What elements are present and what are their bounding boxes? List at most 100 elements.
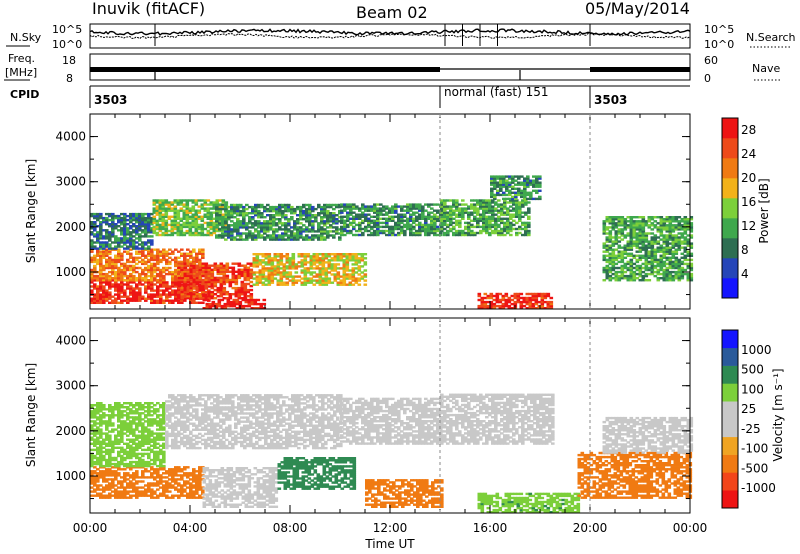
velocity-cell — [147, 488, 151, 491]
power-cell — [349, 209, 353, 212]
power-cell — [497, 203, 501, 206]
velocity-cell — [150, 484, 154, 487]
power-cell — [99, 279, 103, 282]
power-cell — [317, 238, 321, 241]
power-cell — [155, 223, 160, 227]
power-cell — [629, 260, 634, 264]
power-cell — [207, 289, 211, 292]
power-cell — [162, 270, 166, 274]
power-cell — [171, 301, 175, 304]
power-cell — [205, 304, 210, 308]
power-cell — [156, 301, 160, 304]
power-cell — [207, 280, 212, 284]
power-cell — [250, 307, 255, 310]
power-cell — [111, 295, 115, 298]
power-cell — [464, 203, 468, 206]
power-cell — [159, 283, 163, 286]
power-cell — [150, 241, 154, 244]
power-cell — [224, 238, 228, 241]
power-cell — [170, 201, 175, 204]
power-cell — [513, 296, 518, 300]
power-cell — [144, 266, 148, 270]
power-cell — [153, 277, 157, 280]
power-cell — [499, 177, 503, 180]
power-cell — [406, 221, 410, 225]
power-cell — [674, 218, 679, 221]
power-cell — [485, 223, 489, 227]
power-cell — [480, 298, 485, 302]
velocity-cell — [141, 494, 145, 497]
power-cell — [255, 283, 260, 286]
power-cell — [270, 279, 275, 282]
power-cell — [620, 238, 625, 241]
power-cell — [99, 272, 103, 276]
power-cell — [159, 301, 163, 304]
power-cell — [518, 231, 522, 235]
power-cell — [120, 223, 124, 226]
power-cell — [605, 232, 610, 235]
power-cell — [632, 232, 637, 235]
power-cell — [266, 220, 270, 223]
power-cell — [263, 216, 267, 219]
power-cell — [156, 289, 160, 292]
power-cell — [522, 304, 527, 308]
power-cell — [311, 224, 315, 227]
power-cell — [342, 267, 347, 270]
power-cell — [138, 295, 142, 298]
power-cell — [202, 307, 207, 310]
power-cell — [135, 285, 139, 288]
power-cell — [418, 203, 422, 206]
velocity-cell — [123, 496, 127, 499]
velocity-cell — [126, 496, 130, 499]
velocity-cell — [126, 482, 130, 485]
power-cell — [218, 222, 222, 225]
power-cell — [650, 270, 655, 274]
velocity-cell — [114, 476, 118, 479]
power-cell — [511, 187, 515, 190]
power-cell — [177, 286, 182, 290]
velocity-cell — [105, 470, 109, 473]
power-cell — [644, 240, 649, 243]
power-cell — [486, 300, 491, 304]
power-cell — [385, 229, 389, 233]
power-cell — [233, 205, 237, 209]
power-cell — [173, 215, 178, 218]
power-cell — [363, 263, 368, 266]
power-cell — [311, 234, 315, 237]
power-cell — [496, 177, 500, 180]
power-cell — [632, 254, 637, 257]
power-cell — [523, 185, 527, 188]
power-cell — [388, 219, 392, 222]
power-cell — [668, 218, 673, 221]
power-cell — [108, 301, 112, 304]
power-cell — [424, 223, 428, 227]
power-cell — [519, 304, 524, 308]
power-cell — [207, 272, 212, 276]
power-cell — [161, 227, 166, 231]
power-cell — [309, 257, 314, 260]
power-cell — [138, 235, 142, 238]
power-cell — [677, 277, 682, 280]
power-cell — [293, 232, 297, 235]
noise-panel-frame — [89, 23, 691, 49]
date-title: 05/May/2014 — [585, 0, 690, 18]
power-cell — [216, 272, 221, 276]
power-cell — [511, 191, 515, 194]
power-cell — [358, 221, 362, 225]
power-cell — [358, 209, 362, 212]
velocity-cell — [132, 490, 136, 493]
power-cell — [141, 221, 145, 224]
power-cell — [279, 283, 284, 286]
power-cell — [253, 307, 258, 310]
power-cell — [668, 270, 673, 274]
power-cell — [662, 224, 667, 227]
power-cell — [537, 294, 542, 298]
power-cell — [665, 228, 670, 231]
power-cell — [180, 254, 184, 257]
power-cell — [167, 207, 172, 210]
power-cell — [391, 205, 395, 208]
power-cell — [173, 217, 178, 220]
power-cell — [293, 222, 297, 225]
power-cell — [189, 301, 193, 304]
power-cell — [288, 275, 293, 278]
